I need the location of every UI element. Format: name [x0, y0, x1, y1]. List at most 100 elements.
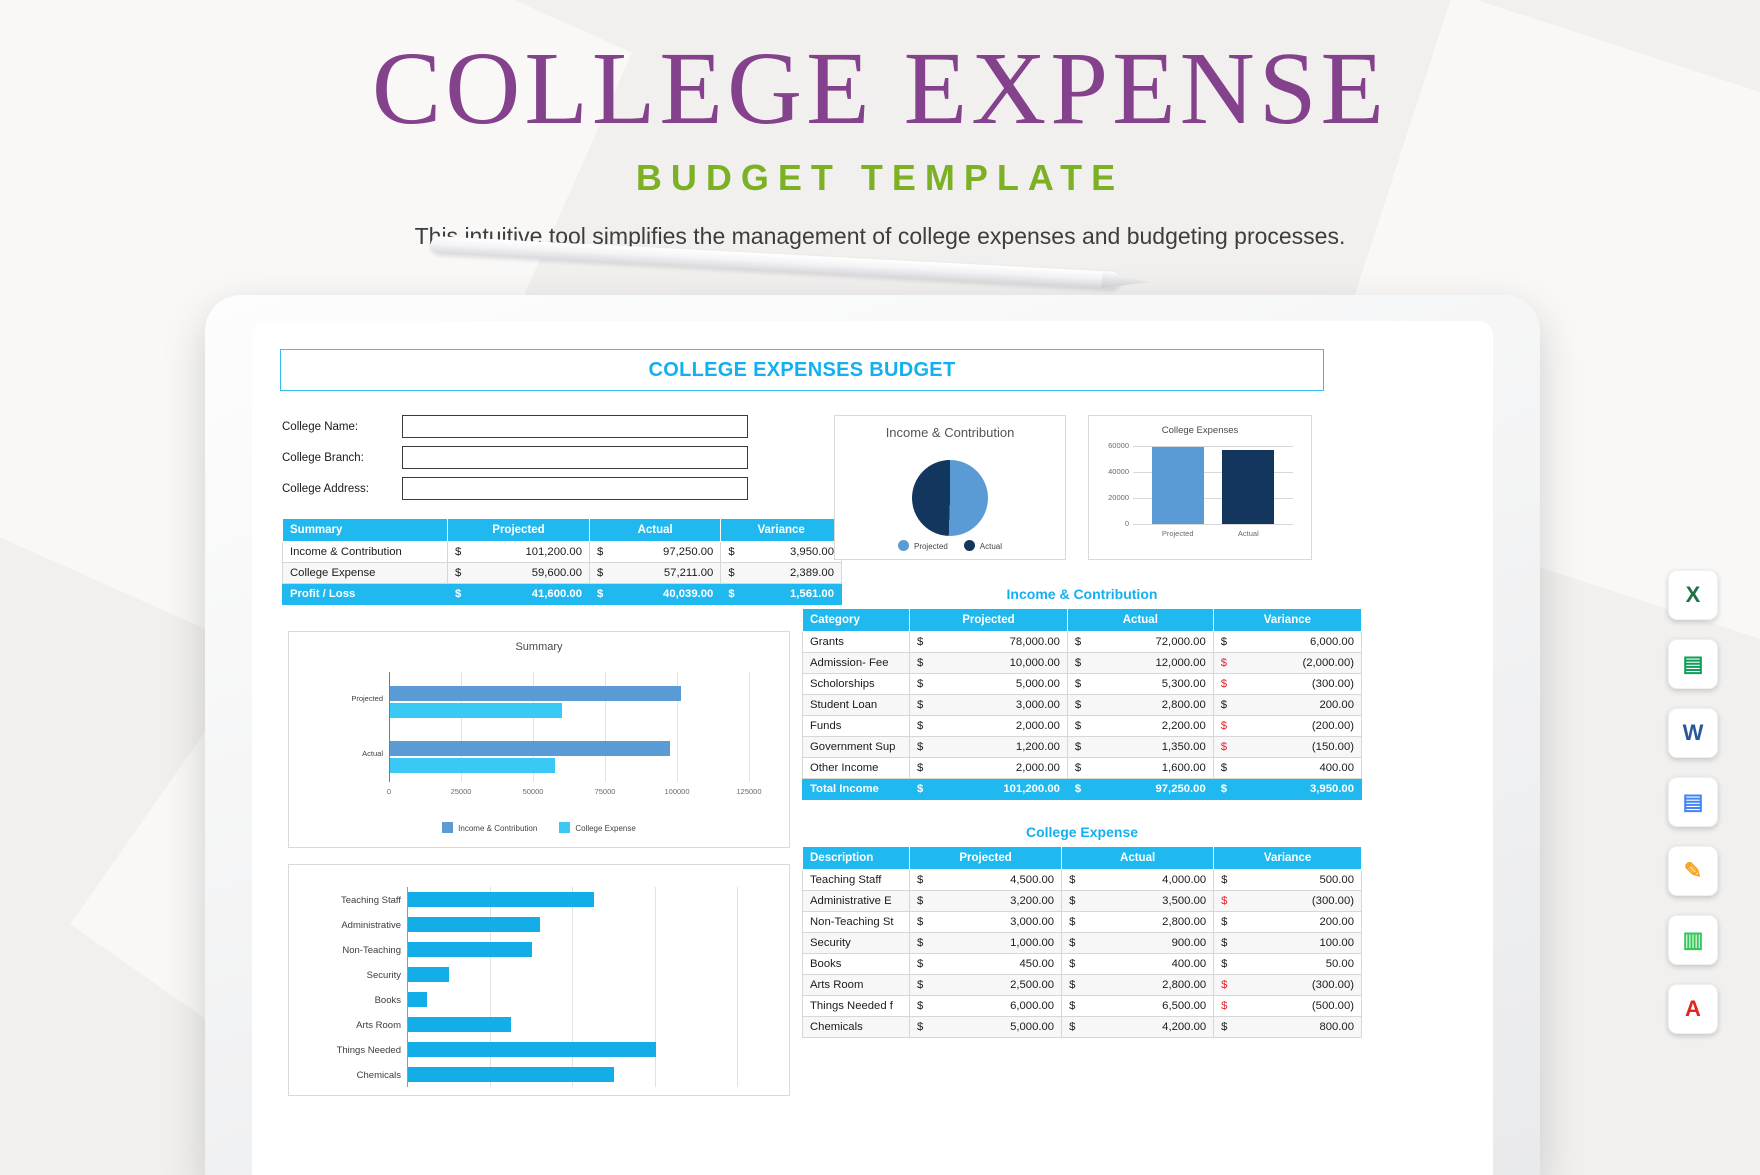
cell-projected: 78,000.00	[931, 631, 1068, 653]
cell-actual: 4,200.00	[1083, 1016, 1215, 1038]
currency-symbol: $	[1212, 736, 1235, 758]
form-row: College Branch:	[282, 446, 780, 469]
cell-variance: (300.00)	[1235, 974, 1363, 996]
pie-chart-graphic	[912, 460, 988, 536]
row-label: Non-Teaching St	[802, 911, 910, 933]
legend-item: Income & Contribution	[442, 822, 537, 833]
currency-symbol: $	[1212, 778, 1235, 800]
currency-symbol: $	[909, 911, 931, 933]
col-variance: Variance	[1212, 608, 1363, 632]
row-label: Income & Contribution	[282, 541, 448, 563]
word-icon[interactable]: W	[1668, 708, 1718, 758]
currency-symbol: $	[1213, 974, 1236, 996]
cell-actual: 12,000.00	[1088, 652, 1214, 674]
row-label: Funds	[802, 715, 910, 737]
bar-administrative	[408, 916, 540, 933]
sheet-banner-title: COLLEGE EXPENSES BUDGET	[280, 349, 1324, 391]
bar-books	[408, 991, 427, 1008]
pdf-icon-glyph: A	[1685, 996, 1701, 1021]
row-label: Arts Room	[802, 974, 910, 996]
table-row: Chemicals $5,000.00 $4,200.00 $800.00	[802, 1016, 1363, 1038]
word-icon-glyph: W	[1682, 720, 1704, 745]
apple-numbers-icon[interactable]: ▥	[1668, 915, 1718, 965]
cell-actual: 40,039.00	[610, 583, 722, 605]
currency-symbol: $	[1213, 953, 1236, 975]
cell-actual: 900.00	[1083, 932, 1215, 954]
form-row: College Name:	[282, 415, 780, 438]
college-expenses-column-chart: College Expenses 0 20000 40000 60000 Project…	[1088, 415, 1312, 560]
currency-symbol: $	[447, 541, 469, 563]
college-name-label: College Name:	[282, 420, 359, 433]
pdf-icon[interactable]: A	[1668, 984, 1718, 1034]
gridline	[461, 672, 462, 782]
summary-chart-legend: Income & Contribution College Expense	[289, 822, 789, 833]
college-branch-input[interactable]	[402, 446, 748, 469]
cell-actual: 2,800.00	[1083, 974, 1215, 996]
row-label: Scholorships	[802, 673, 910, 695]
cell-actual: 4,000.00	[1083, 869, 1215, 891]
cell-projected: 1,000.00	[931, 932, 1063, 954]
form-row: College Address:	[282, 477, 780, 500]
gridline	[1133, 498, 1293, 499]
cell-actual: 1,350.00	[1088, 736, 1214, 758]
currency-symbol: $	[1066, 631, 1089, 653]
currency-symbol: $	[909, 757, 931, 779]
cell-actual: 97,250.00	[610, 541, 722, 563]
currency-symbol: $	[1213, 911, 1236, 933]
gridline	[737, 887, 738, 1087]
college-name-input[interactable]	[402, 415, 748, 438]
summary-col-label: Summary	[282, 518, 448, 542]
income-table: Category Projected Actual Variance Grants $78…	[802, 608, 1363, 800]
x-tick-label: 100000	[664, 787, 690, 796]
x-tick-label: 0	[386, 787, 392, 796]
expense-chart-yaxis-line	[407, 887, 408, 1087]
bar-things-needed	[408, 1041, 656, 1058]
table-row: Income & Contribution $ 101,200.00 $ 97,…	[282, 541, 843, 563]
col-variance: Variance	[1213, 846, 1362, 870]
google-docs-icon[interactable]: ▤	[1668, 777, 1718, 827]
google-sheets-icon[interactable]: ▤	[1668, 639, 1718, 689]
cell-actual: 97,250.00	[1088, 778, 1214, 800]
cell-actual: 2,200.00	[1088, 715, 1214, 737]
excel-icon-glyph: X	[1685, 582, 1701, 607]
cell-projected: 3,000.00	[931, 694, 1068, 716]
currency-symbol: $	[1212, 673, 1235, 695]
row-label: Student Loan	[802, 694, 910, 716]
currency-symbol: $	[1066, 694, 1089, 716]
apple-numbers-icon-glyph: ▥	[1682, 927, 1704, 952]
google-sheets-icon-glyph: ▤	[1682, 651, 1704, 676]
apple-pages-icon[interactable]: ✎	[1668, 846, 1718, 896]
cell-variance: 400.00	[1234, 757, 1362, 779]
gridline	[605, 672, 606, 782]
row-label: Profit / Loss	[282, 583, 448, 605]
currency-symbol: $	[1213, 890, 1236, 912]
category-label: Chemicals	[356, 1069, 401, 1081]
legend-item-projected: Projected	[897, 540, 948, 551]
currency-symbol: $	[1061, 869, 1084, 891]
currency-symbol: $	[588, 541, 611, 563]
bar-actual-1	[390, 758, 555, 773]
bar-actual	[1222, 449, 1275, 524]
cell-projected: 2,500.00	[931, 974, 1063, 996]
col-projected: Projected	[908, 846, 1063, 870]
currency-symbol: $	[588, 562, 611, 584]
currency-symbol: $	[909, 631, 931, 653]
table-row: Administrative E $3,200.00 $3,500.00 $ (300.…	[802, 890, 1363, 912]
legend-item-actual: Actual	[963, 540, 1002, 551]
currency-symbol: $	[909, 673, 931, 695]
cell-projected: 2,000.00	[931, 715, 1068, 737]
excel-icon[interactable]: X	[1668, 570, 1718, 620]
table-total-row: Total Income $101,200.00 $97,250.00 $3,950.…	[802, 778, 1362, 800]
row-label: College Expense	[282, 562, 448, 584]
currency-symbol: $	[1066, 757, 1089, 779]
gridline	[1133, 524, 1293, 525]
cell-variance: 800.00	[1235, 1016, 1363, 1038]
table-row: College Expense $ 59,600.00 $ 57,211.00 …	[282, 562, 843, 584]
cell-variance: (2,000.00)	[1234, 652, 1362, 674]
category-label: Administrative	[341, 919, 401, 931]
cell-projected: 6,000.00	[931, 995, 1063, 1017]
table-total-row: Profit / Loss $ 41,600.00 $ 40,039.00 $ …	[282, 583, 843, 605]
college-address-input[interactable]	[402, 477, 748, 500]
expense-table: Description Projected Actual Variance Teachi…	[802, 846, 1363, 1038]
table-row: Admission- Fee $10,000.00 $12,000.00 $ (2,00…	[802, 652, 1362, 674]
